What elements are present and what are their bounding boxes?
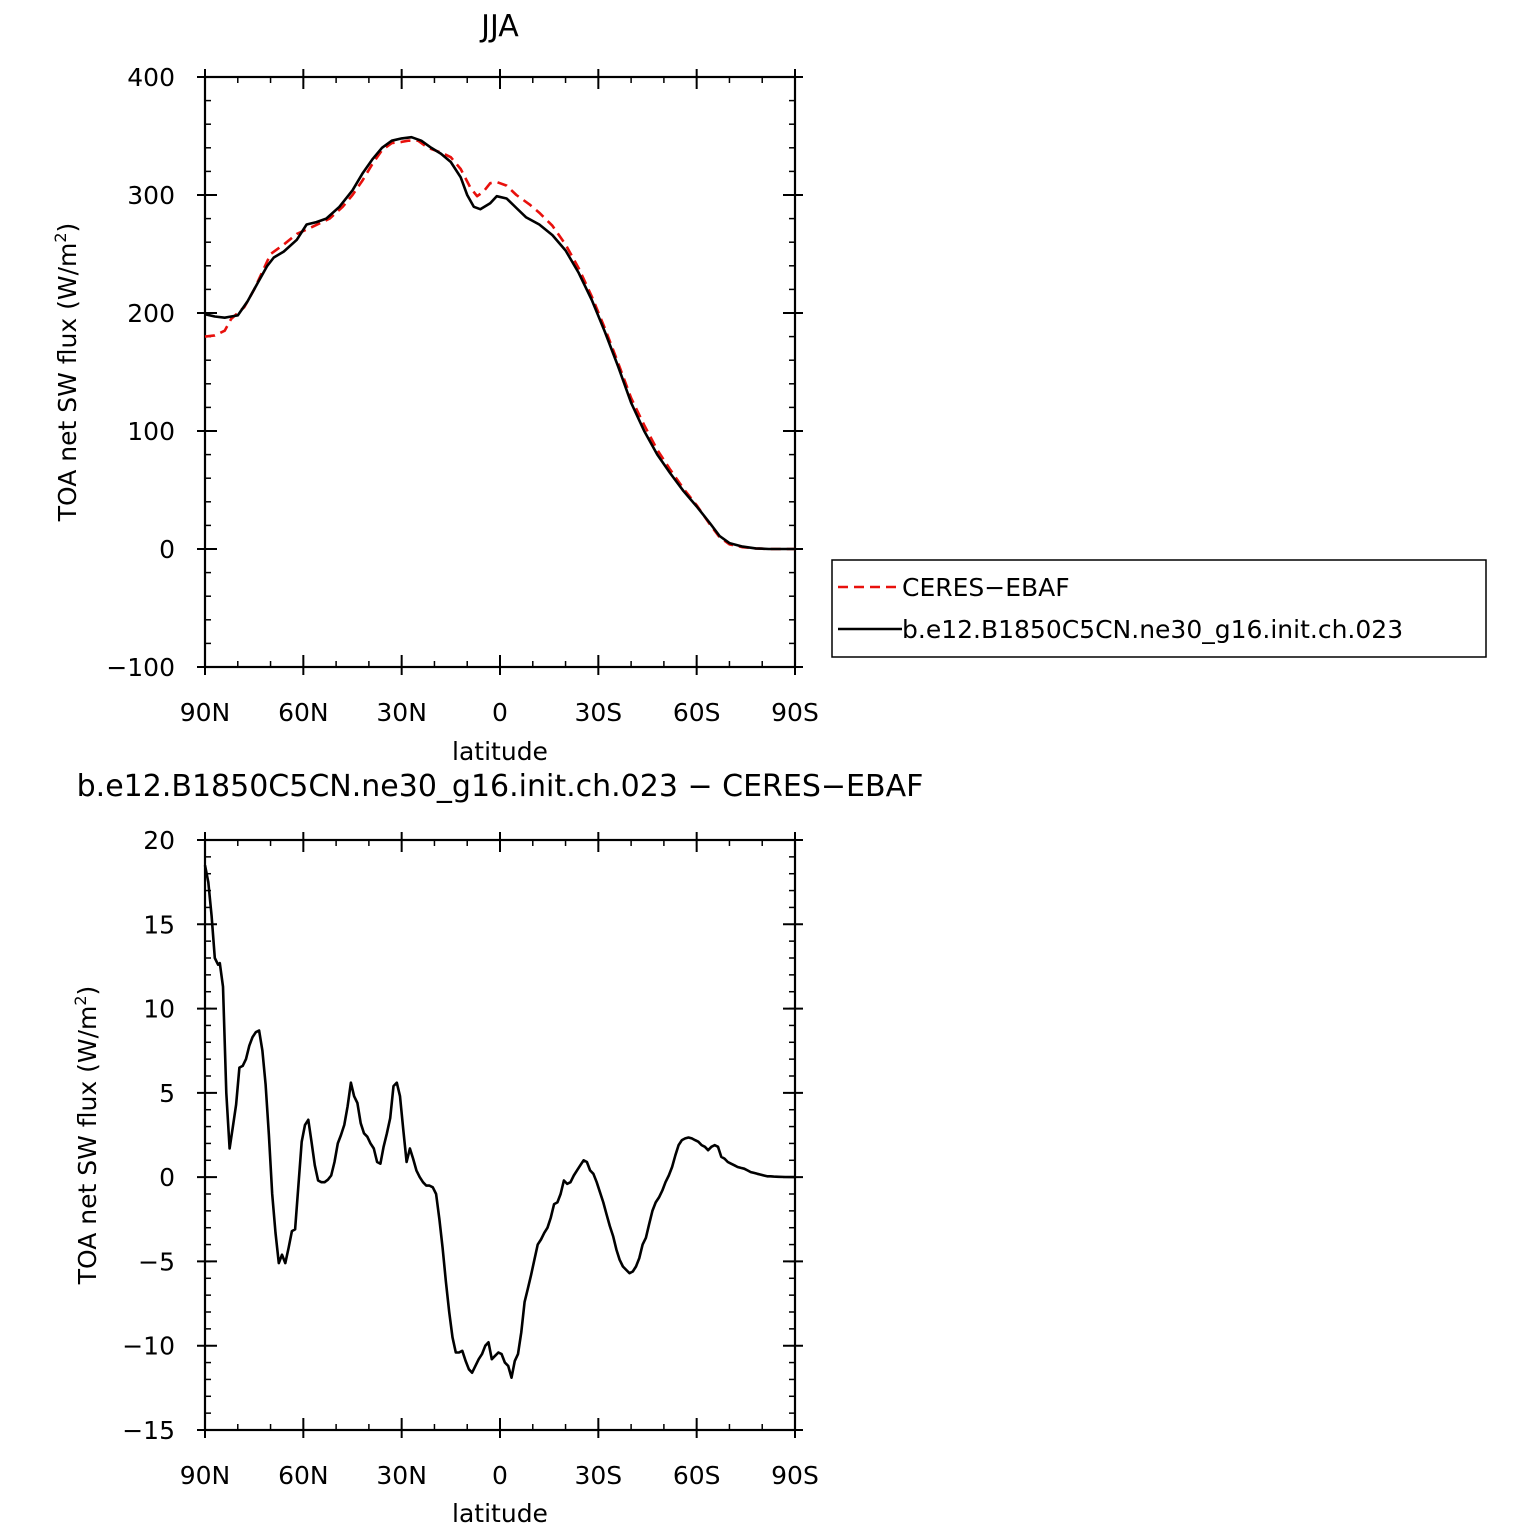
- legend-box: [831, 559, 1487, 658]
- y-tick-label: 20: [143, 826, 175, 855]
- y-tick-label: 0: [159, 535, 175, 564]
- y-axis-label: TOA net SW flux (W/m2): [51, 223, 82, 523]
- plot-area: 90N 60N 30N 0 30S 60S 90S 20 15 10 5 0 −5 −10 −15: [122, 826, 819, 1490]
- chart-title: b.e12.B1850C5CN.ne30_g16.init.ch.023 − C…: [77, 769, 924, 804]
- plot-frame: [203, 75, 797, 669]
- y-tick-label: 200: [127, 299, 175, 328]
- x-tick-label: 0: [492, 1461, 508, 1490]
- y-axis-label-tail: ): [53, 223, 82, 233]
- series-layer: [203, 865, 796, 1379]
- plot-area: 90N 60N 30N 0 30S 60S 90S 400 300 200 100 0 −100: [106, 63, 819, 727]
- x-axis-label: latitude: [452, 737, 548, 766]
- y-axis-label-sup: 2: [71, 995, 90, 1005]
- x-axis-label: latitude: [452, 1499, 548, 1528]
- x-tick-label: 30S: [574, 1461, 622, 1490]
- series-layer: [204, 135, 795, 551]
- y-axis-label-tail: ): [73, 986, 102, 996]
- x-tick-label: 60N: [278, 1461, 329, 1490]
- series-line-0: [203, 865, 796, 1379]
- y-tick-label: 10: [143, 995, 175, 1024]
- y-tick-label: 0: [159, 1163, 175, 1192]
- y-axis-label-main: TOA net SW flux (W/m: [53, 243, 82, 523]
- x-tick-label: 30N: [376, 698, 427, 727]
- chart-title: JJA: [479, 9, 519, 44]
- chart-top: JJA 90N 60N 30N 0 30S 60S 90S 400 300 200 100 0 −100…: [51, 9, 1487, 766]
- legend-label-model: b.e12.B1850C5CN.ne30_g16.init.ch.023: [902, 615, 1403, 644]
- y-axis-label-sup: 2: [51, 232, 70, 242]
- x-tick-label: 60S: [673, 698, 721, 727]
- y-tick-label: 100: [127, 417, 175, 446]
- x-tick-label: 30S: [574, 698, 622, 727]
- y-tick-label: −15: [122, 1416, 175, 1445]
- x-tick-label: 90N: [180, 698, 231, 727]
- y-axis-label: TOA net SW flux (W/m2): [71, 986, 102, 1286]
- series-line-0: [204, 139, 795, 551]
- x-tick-label: 60N: [278, 698, 329, 727]
- y-axis-label-main: TOA net SW flux (W/m: [73, 1006, 102, 1286]
- chart-bottom: b.e12.B1850C5CN.ne30_g16.init.ch.023 − C…: [71, 769, 923, 1528]
- y-tick-label: 300: [127, 181, 175, 210]
- x-tick-label: 60S: [673, 1461, 721, 1490]
- y-tick-label: −5: [138, 1247, 175, 1276]
- y-tick-label: 15: [143, 910, 175, 939]
- y-tick-label: −100: [106, 653, 175, 682]
- y-tick-label: 5: [159, 1079, 175, 1108]
- y-tick-label: −10: [122, 1332, 175, 1361]
- legend-label-ceres: CERES−EBAF: [902, 573, 1070, 602]
- x-tick-label: 90S: [771, 1461, 819, 1490]
- y-tick-label: 400: [127, 63, 175, 92]
- x-tick-label: 30N: [376, 1461, 427, 1490]
- series-line-1: [204, 135, 795, 551]
- plot-frame: [203, 838, 797, 1432]
- x-tick-label: 90N: [180, 1461, 231, 1490]
- x-tick-label: 90S: [771, 698, 819, 727]
- x-tick-label: 0: [492, 698, 508, 727]
- legend: CERES−EBAF b.e12.B1850C5CN.ne30_g16.init…: [831, 559, 1487, 658]
